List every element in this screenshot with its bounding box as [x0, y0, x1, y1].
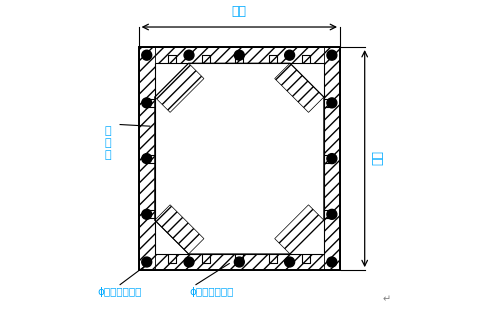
Circle shape	[234, 257, 244, 267]
Circle shape	[142, 98, 152, 108]
Polygon shape	[155, 63, 324, 254]
Bar	[324, 47, 340, 270]
Bar	[138, 47, 340, 270]
Bar	[155, 63, 324, 254]
Bar	[155, 63, 324, 254]
Circle shape	[285, 257, 295, 267]
Polygon shape	[155, 205, 204, 254]
Bar	[138, 47, 340, 270]
Polygon shape	[274, 63, 324, 112]
Bar	[138, 47, 340, 63]
Text: ϕ１２钢筋制作: ϕ１２钢筋制作	[190, 287, 234, 297]
Circle shape	[327, 154, 337, 164]
Circle shape	[327, 209, 337, 219]
Circle shape	[234, 50, 244, 60]
Circle shape	[142, 257, 152, 267]
Polygon shape	[155, 63, 204, 112]
Circle shape	[184, 257, 194, 267]
Circle shape	[142, 209, 152, 219]
Polygon shape	[274, 205, 324, 254]
Circle shape	[327, 98, 337, 108]
Bar	[138, 254, 340, 270]
Circle shape	[285, 50, 295, 60]
Circle shape	[142, 50, 152, 60]
Text: ↵: ↵	[383, 294, 391, 304]
Circle shape	[327, 50, 337, 60]
Circle shape	[327, 257, 337, 267]
Circle shape	[142, 154, 152, 164]
Circle shape	[184, 50, 194, 60]
Text: 柱宽: 柱宽	[232, 5, 247, 18]
Text: 柱宽: 柱宽	[369, 151, 382, 166]
Text: ϕ１６钢筋制作: ϕ１６钢筋制作	[97, 287, 141, 297]
Bar	[138, 47, 155, 270]
Text: 柱
钢
筋: 柱 钢 筋	[105, 126, 111, 160]
